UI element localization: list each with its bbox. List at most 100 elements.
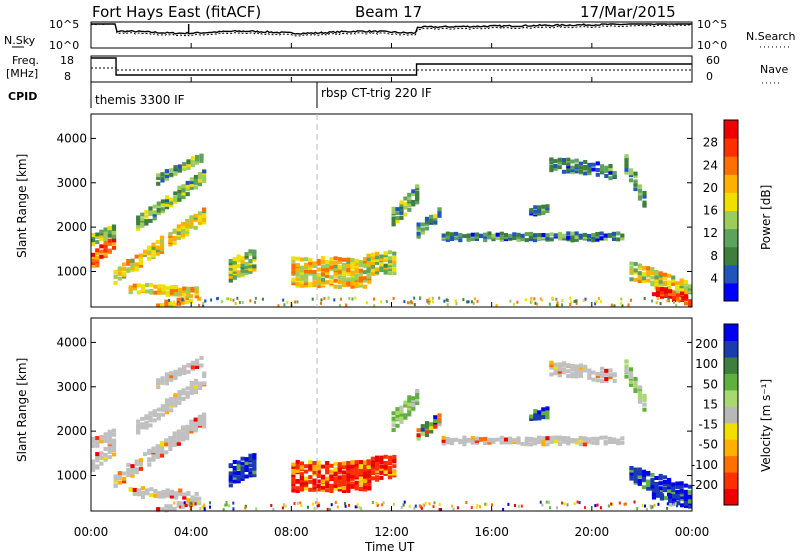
power-cell [583, 165, 588, 169]
power-near-range-cell [655, 301, 658, 305]
velocity-cell [341, 481, 347, 486]
velocity-cell [147, 450, 152, 455]
power-cell [574, 231, 579, 236]
power-cell [346, 282, 351, 287]
power-cell [503, 233, 509, 237]
power-near-range-cell [168, 298, 171, 302]
power-cell [202, 207, 207, 212]
velocity-cell [354, 475, 359, 480]
power-cell [95, 251, 100, 256]
velocity-cell [197, 496, 202, 501]
velocity-cell [316, 484, 321, 488]
velocity-near-range-cell [173, 501, 176, 505]
x-tick-label: 00:00 [74, 525, 109, 539]
power-cell [182, 286, 187, 291]
power-near-range-cell [574, 299, 577, 303]
power-near-range-cell [320, 298, 323, 302]
power-cell [668, 292, 673, 296]
velocity-near-range-cell [438, 503, 441, 507]
power-cell [182, 162, 187, 167]
power-cell [545, 204, 550, 209]
velocity-cell [173, 396, 178, 401]
power-cell [624, 156, 629, 161]
velocity-cell [346, 475, 351, 480]
power-cell [111, 229, 117, 234]
power-cell [155, 251, 160, 256]
power-cell [415, 195, 420, 200]
velocity-cell [533, 416, 538, 421]
velocity-cell [126, 473, 131, 478]
power-cell [107, 233, 112, 238]
velocity-cell [549, 439, 554, 444]
power-cell [126, 259, 131, 263]
power-cell [180, 225, 186, 229]
velocity-cell [337, 475, 342, 480]
power-near-range-cell [225, 297, 228, 301]
velocity-cell [445, 440, 450, 445]
velocity-cell [333, 481, 338, 486]
power-cell [185, 218, 190, 223]
power-cell [134, 267, 139, 272]
velocity-cell [600, 366, 605, 371]
velocity-cell [333, 467, 338, 471]
power-cell [441, 235, 446, 240]
velocity-near-range-cell [432, 505, 435, 509]
colorbar-tick-label: 100 [695, 357, 718, 371]
power-cell [411, 192, 416, 196]
velocity-cell [329, 469, 334, 474]
velocity-cell [291, 464, 296, 469]
velocity-cell [545, 406, 550, 411]
power-cell [528, 237, 533, 242]
velocity-near-range-cell [336, 505, 339, 509]
power-near-range-cell [333, 298, 336, 302]
velocity-cell [363, 460, 368, 465]
power-cell [664, 292, 669, 297]
velocity-cell [291, 470, 296, 475]
velocity-cell [320, 487, 326, 492]
power-cell [466, 237, 471, 242]
power-cell [185, 187, 190, 192]
power-cell [654, 278, 659, 283]
velocity-cell [566, 374, 571, 379]
power-cell [688, 299, 693, 304]
power-cell [130, 266, 135, 271]
velocity-cell [658, 486, 663, 491]
power-cell [437, 207, 442, 212]
velocity-cell [375, 463, 380, 468]
power-cell [470, 232, 475, 237]
power-cell [354, 261, 359, 266]
power-near-range-cell [419, 296, 421, 300]
power-cell [629, 277, 634, 282]
power-cell [599, 236, 604, 241]
velocity-near-range-cell [668, 503, 671, 507]
velocity-cell [232, 475, 237, 480]
velocity-near-range-cell [618, 501, 621, 505]
velocity-cell [91, 459, 96, 464]
power-cell [366, 268, 371, 273]
power-cell [228, 278, 233, 283]
velocity-cell [189, 429, 194, 434]
velocity-near-range-cell [646, 508, 648, 511]
velocity-cell [646, 486, 651, 491]
velocity-cell [411, 406, 416, 411]
power-cell [177, 194, 182, 198]
power-cell [566, 231, 571, 236]
velocity-cell [202, 418, 207, 423]
velocity-cell [366, 459, 371, 464]
power-cell [537, 205, 542, 210]
power-cell [312, 280, 317, 285]
power-cell [202, 212, 207, 217]
velocity-cell [177, 393, 182, 398]
velocity-cell [168, 436, 173, 441]
power-cell [176, 230, 181, 235]
power-cell [516, 237, 521, 242]
velocity-cell [662, 480, 667, 484]
velocity-cell [236, 475, 241, 480]
power-cell [671, 278, 676, 283]
power-cell [403, 201, 408, 206]
velocity-cell [659, 493, 665, 498]
power-near-range-cell [234, 302, 237, 305]
power-cell [248, 267, 253, 272]
colorbar-swatch [724, 422, 738, 440]
